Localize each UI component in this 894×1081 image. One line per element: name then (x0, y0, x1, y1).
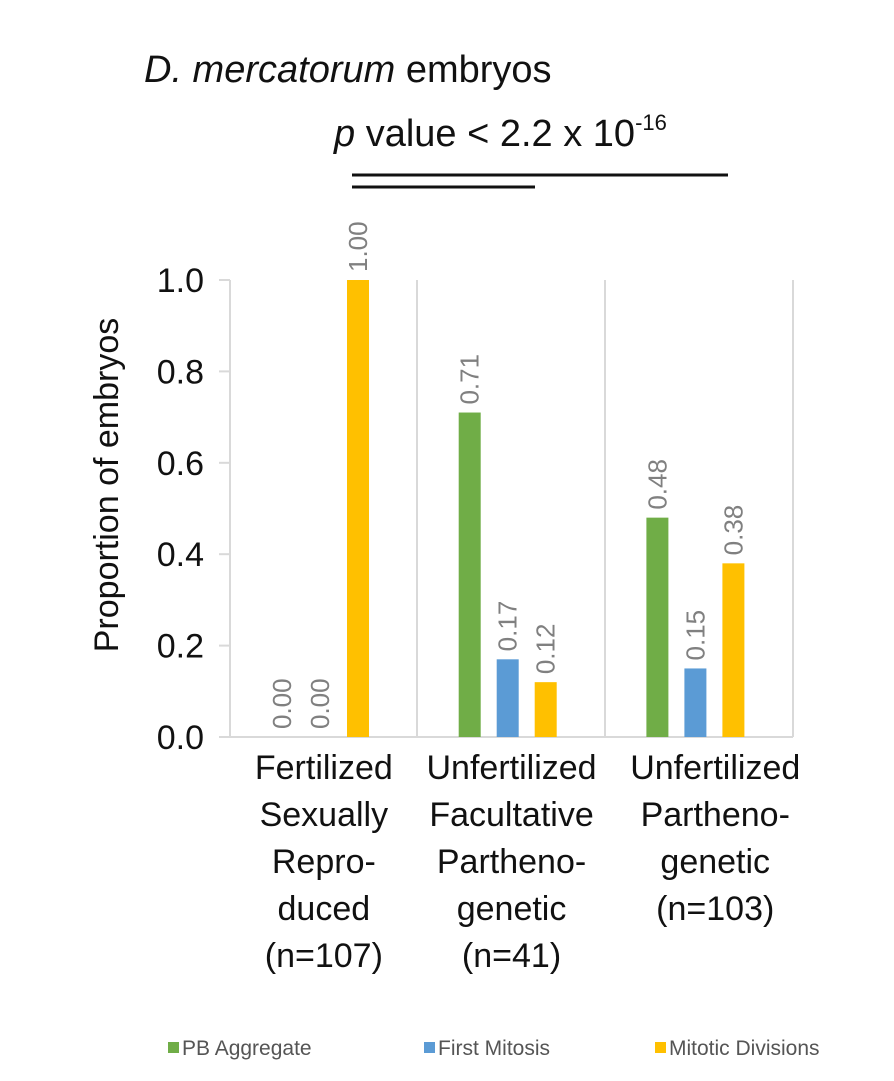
legend-label: PB Aggregate (182, 1037, 312, 1060)
category-label-line: (n=107) (265, 937, 383, 975)
category-label-line: Partheno- (641, 796, 790, 834)
legend-swatch (655, 1042, 666, 1053)
legend-label: First Mitosis (438, 1037, 550, 1060)
chart-title: D. mercatorum embryos (144, 49, 552, 91)
category-label-line: genetic (457, 890, 567, 928)
data-label: 0.71 (455, 354, 485, 405)
bar-first-mitosis (496, 659, 519, 737)
category-labels: Fertilized Sexually Repro-duced (n=107) Unfe… (255, 749, 800, 975)
category-label-line: Unfertilized (630, 749, 800, 787)
y-tick-label: 0.6 (157, 445, 204, 483)
bar-pb-aggregate (646, 517, 669, 737)
bars (347, 280, 745, 737)
legend: PB Aggregate First Mitosis Mitotic Divisio… (168, 1037, 820, 1060)
category-label-line: Repro- (272, 843, 376, 881)
category-label-line: Fertilized (255, 749, 393, 787)
y-axis-label: Proportion of embryos (88, 318, 126, 653)
chart-title-species: D. mercatorum (144, 49, 395, 91)
pvalue-text: value < 2.2 x 10 (355, 113, 635, 155)
data-label: 0.38 (718, 505, 748, 556)
y-tick-label: 0.2 (157, 628, 204, 666)
bar-mitotic-divisions (722, 563, 745, 737)
data-label: 0.15 (680, 610, 710, 661)
data-label: 0.48 (642, 459, 672, 510)
pvalue-p: p (333, 113, 355, 155)
y-tick-label: 1.0 (157, 262, 204, 300)
category-label: Fertilized Sexually Repro-duced (n=107) (255, 749, 393, 975)
category-label-line: Unfertilized (427, 749, 597, 787)
category-label-line: (n=103) (656, 890, 774, 928)
data-label: 0.00 (267, 678, 297, 729)
category-label: Unfertilized Partheno-genetic (n=103) (630, 749, 800, 928)
chart-title-rest: embryos (395, 49, 551, 91)
legend-swatch (424, 1042, 435, 1053)
pvalue-exponent: -16 (635, 110, 667, 135)
legend-label: Mitotic Divisions (669, 1037, 820, 1060)
data-labels: 0.00 0.00 1.00 0.71 0.17 0.12 0.48 0.15 0.38 (267, 221, 748, 729)
legend-swatch (168, 1042, 179, 1053)
category-label-line: Facultative (429, 796, 593, 834)
category-label: Unfertilized Facultative Partheno-genetic (… (427, 749, 597, 975)
category-label-line: genetic (660, 843, 770, 881)
category-label-line: Sexually (260, 796, 389, 834)
plot-frame (219, 280, 794, 738)
y-tick-label: 0.0 (157, 719, 204, 757)
data-label: 0.00 (305, 678, 335, 729)
bar-pb-aggregate (458, 412, 481, 737)
bar-mitotic-divisions (534, 682, 557, 737)
bar-mitotic-divisions (347, 280, 369, 737)
data-label: 1.00 (343, 221, 373, 272)
y-axis-ticks: 0.0 0.2 0.4 0.6 0.8 1.0 (157, 262, 230, 757)
category-label-line: Partheno- (437, 843, 586, 881)
data-label: 0.12 (531, 624, 561, 675)
data-label: 0.17 (493, 601, 523, 652)
category-label-line: duced (278, 890, 371, 928)
y-tick-label: 0.8 (157, 353, 204, 391)
y-tick-label: 0.4 (157, 536, 204, 574)
pvalue-annotation: p value < 2.2 x 10-16 (333, 110, 667, 155)
category-label-line: (n=41) (462, 937, 561, 975)
bar-first-mitosis (684, 668, 707, 737)
